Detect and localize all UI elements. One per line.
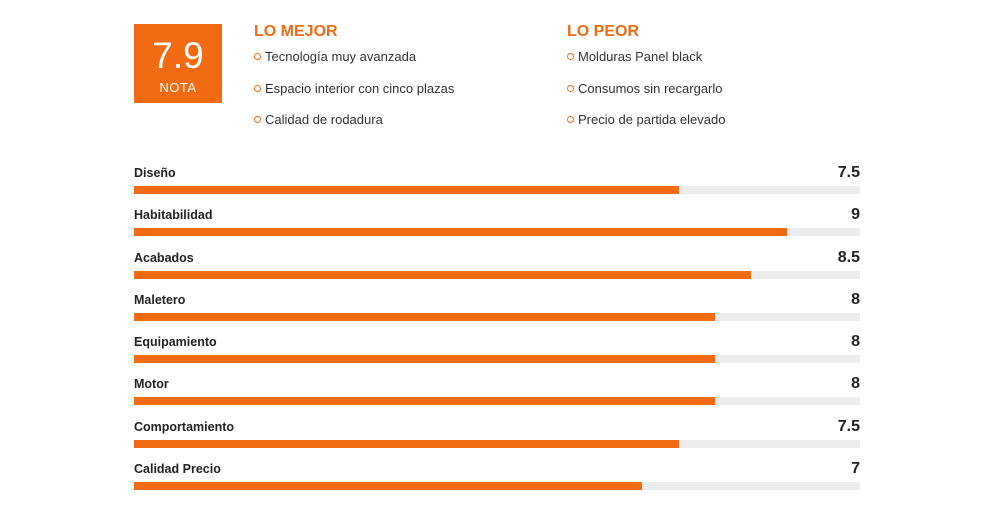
overall-score-badge: 7.9 NOTA xyxy=(134,24,222,103)
rating-row: Maletero 8 xyxy=(134,289,860,331)
rating-label: Acabados xyxy=(134,250,194,265)
rating-bar-track xyxy=(134,312,860,321)
rating-bar-track xyxy=(134,397,860,406)
rating-label: Comportamiento xyxy=(134,419,234,434)
rating-row: Acabados 8.5 xyxy=(134,247,860,289)
rating-bar-track xyxy=(134,270,860,279)
worst-point-item: Molduras Panel black xyxy=(567,49,725,65)
rating-bar-fill xyxy=(134,270,752,279)
rating-value: 7.5 xyxy=(837,417,860,435)
best-point-text: Calidad de rodadura xyxy=(265,112,383,127)
overall-score-value: 7.9 xyxy=(152,35,204,76)
rating-row: Habitabilidad 9 xyxy=(134,204,860,246)
circle-bullet-icon xyxy=(254,84,261,92)
best-points-list: Tecnología muy avanzada Espacio interior… xyxy=(254,49,454,128)
rating-label: Calidad Precio xyxy=(134,462,221,477)
circle-bullet-icon xyxy=(567,53,574,60)
rating-value: 8.5 xyxy=(837,248,860,266)
rating-bar-fill xyxy=(134,228,788,237)
ratings-list: Diseño 7.5 Habitabilidad 9 Acabados 8.5 … xyxy=(134,162,860,500)
rating-bar-fill xyxy=(134,186,679,194)
rating-bar-fill xyxy=(134,439,679,448)
worst-point-text: Consumos sin recargarlo xyxy=(578,80,723,96)
rating-value: 8 xyxy=(851,333,860,351)
best-points-title: LO MEJOR xyxy=(254,23,338,40)
worst-points-list: Molduras Panel black Consumos sin recarg… xyxy=(567,49,725,128)
rating-label: Equipamiento xyxy=(134,335,217,350)
rating-bar-track xyxy=(134,482,860,491)
worst-point-item: Precio de partida elevado xyxy=(567,112,725,128)
rating-value: 7 xyxy=(851,460,860,478)
best-point-item: Calidad de rodadura xyxy=(254,112,454,128)
rating-bar-track xyxy=(134,186,860,194)
worst-point-item: Consumos sin recargarlo xyxy=(567,81,725,97)
worst-point-text: Molduras Panel black xyxy=(578,49,703,64)
rating-bar-fill xyxy=(134,397,715,406)
worst-point-text: Precio de partida elevado xyxy=(578,112,726,127)
rating-bar-track xyxy=(134,355,860,364)
rating-label: Maletero xyxy=(134,292,186,307)
worst-points-section: LO PEOR Molduras Panel black Consumos si… xyxy=(567,22,725,144)
circle-bullet-icon xyxy=(254,53,261,60)
best-point-item: Tecnología muy avanzada xyxy=(254,49,454,65)
circle-bullet-icon xyxy=(254,116,261,123)
rating-bar-fill xyxy=(134,482,643,491)
rating-row: Diseño 7.5 xyxy=(134,162,860,204)
best-point-text: Tecnología muy avanzada xyxy=(265,49,417,64)
overall-score-label: NOTA xyxy=(159,80,197,95)
rating-label: Habitabilidad xyxy=(134,208,213,223)
rating-bar-fill xyxy=(134,355,715,364)
rating-row: Motor 8 xyxy=(134,373,860,415)
rating-row: Comportamiento 7.5 xyxy=(134,416,860,458)
rating-value: 8 xyxy=(851,290,860,308)
rating-label: Diseño xyxy=(134,166,176,180)
best-point-item: Espacio interior con cinco plazas xyxy=(254,81,454,97)
rating-bar-track xyxy=(134,228,860,237)
rating-value: 7.5 xyxy=(837,164,860,181)
rating-row: Equipamiento 8 xyxy=(134,331,860,373)
circle-bullet-icon xyxy=(567,116,574,123)
rating-bar-track xyxy=(134,439,860,448)
rating-label: Motor xyxy=(134,377,169,392)
best-point-text: Espacio interior con cinco plazas xyxy=(265,80,455,96)
rating-value: 8 xyxy=(851,375,860,393)
rating-value: 9 xyxy=(851,206,860,224)
worst-points-title: LO PEOR xyxy=(567,23,640,40)
best-points-section: LO MEJOR Tecnología muy avanzada Espacio… xyxy=(254,22,454,144)
circle-bullet-icon xyxy=(567,84,574,92)
rating-row: Calidad Precio 7 xyxy=(134,458,860,500)
rating-bar-fill xyxy=(134,312,715,321)
